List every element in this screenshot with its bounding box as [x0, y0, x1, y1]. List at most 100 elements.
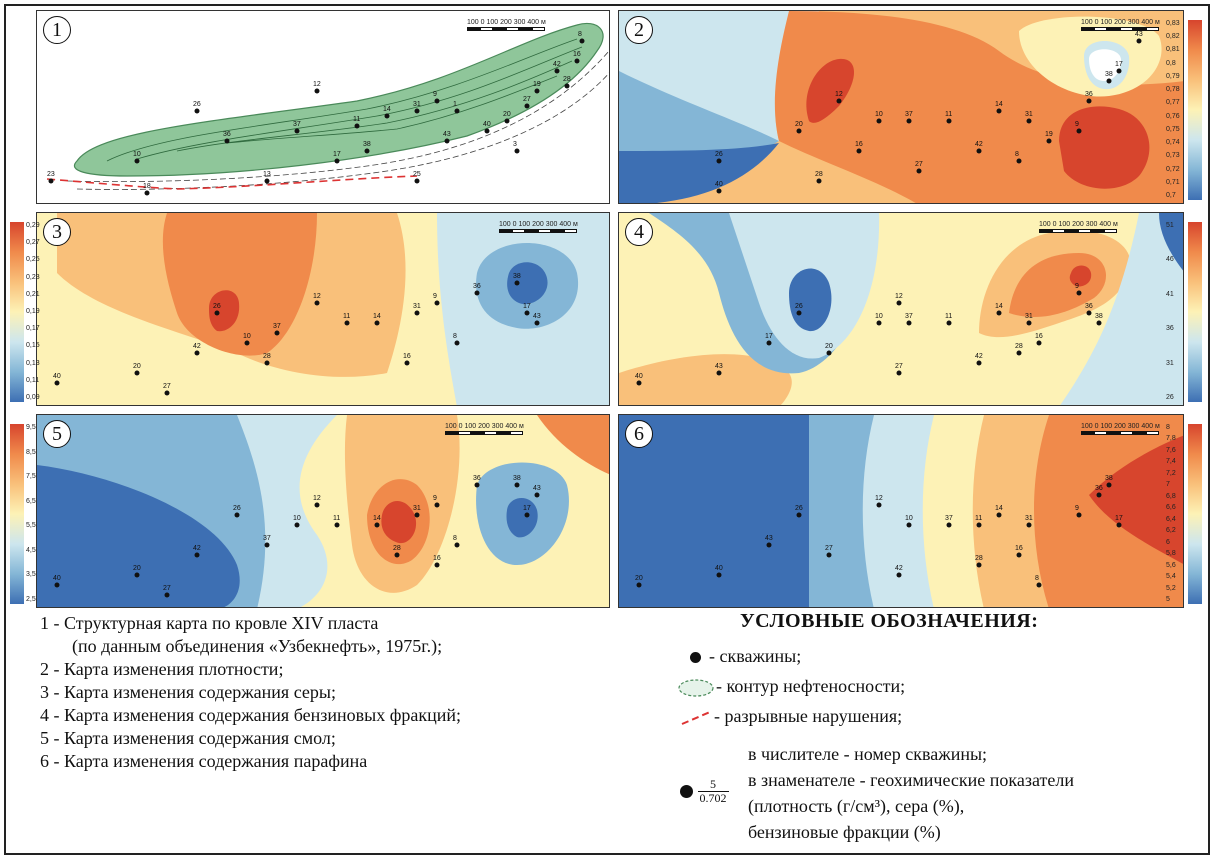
- colorbar-tick-label: 7,4: [1166, 458, 1176, 466]
- legend-wells-label: - скважины;: [709, 646, 802, 666]
- well-marker: [1046, 138, 1052, 144]
- oil-contour-icon: [678, 679, 714, 697]
- well-marker: [816, 178, 822, 184]
- colorbar-tick-label: 7,8: [1166, 435, 1176, 443]
- well-marker: [234, 512, 240, 518]
- well-marker: [564, 83, 570, 89]
- well-marker: [1016, 552, 1022, 558]
- well-label: 20: [133, 565, 141, 572]
- colorbar-tick-label: 0,27: [26, 239, 40, 247]
- well-label: 26: [193, 101, 201, 108]
- panel-number: 2: [625, 16, 653, 44]
- well-marker: [414, 178, 420, 184]
- colorbar-tick-label: 0,19: [26, 308, 40, 315]
- colorbar-tick-label: 5,8: [1166, 550, 1176, 558]
- well-marker: [394, 552, 400, 558]
- well-label: 9: [433, 495, 437, 502]
- well-marker: [826, 350, 832, 356]
- well-marker: [996, 512, 1002, 518]
- well-label: 31: [413, 303, 421, 310]
- well-marker: [876, 320, 882, 326]
- well-label: 43: [533, 313, 541, 320]
- colorbar-tick-label: 3,5: [26, 571, 36, 579]
- well-label: 37: [273, 323, 281, 330]
- well-marker: [264, 542, 270, 548]
- well-marker: [1136, 38, 1142, 44]
- well-marker: [836, 98, 842, 104]
- well-label: 27: [163, 383, 171, 390]
- well-label: 18: [143, 183, 151, 190]
- fault-line-icon: [681, 710, 711, 725]
- legend-line-2: в знаменателе - геохимические показатели: [748, 770, 1074, 790]
- well-marker: [766, 542, 772, 548]
- colorbar-tick-label: 6,2: [1166, 527, 1176, 535]
- well-label: 17: [1115, 61, 1123, 68]
- well-label: 40: [483, 121, 491, 128]
- well-marker: [524, 512, 530, 518]
- legend-wells: - скважины;: [690, 646, 801, 667]
- well-label: 16: [1035, 333, 1043, 340]
- panel-number: 1: [43, 16, 71, 44]
- scale-bar: 100 0 100 200 300 400 м: [1081, 19, 1160, 31]
- well-label: 42: [975, 141, 983, 148]
- well-label: 13: [263, 171, 271, 178]
- well-marker: [434, 300, 440, 306]
- well-marker: [314, 502, 320, 508]
- well-label: 27: [915, 161, 923, 168]
- colorbar-tick-label: 8,5: [26, 448, 36, 456]
- well-label: 31: [413, 505, 421, 512]
- colorbar-tick-label: 26: [1166, 394, 1174, 401]
- well-marker: [434, 98, 440, 104]
- well-marker: [474, 482, 480, 488]
- colorbar-tick-label: 6,8: [1166, 492, 1176, 500]
- well-marker: [314, 300, 320, 306]
- well-marker: [796, 512, 802, 518]
- well-marker: [896, 370, 902, 376]
- well-label: 20: [503, 111, 511, 118]
- well-marker: [716, 188, 722, 194]
- well-marker: [1026, 118, 1032, 124]
- scale-bar: 100 0 100 200 300 400 м: [499, 221, 578, 233]
- well-label: 9: [433, 293, 437, 300]
- well-label: 14: [373, 313, 381, 320]
- well-label: 17: [1115, 515, 1123, 522]
- colorbar-tick-label: 8: [1166, 424, 1170, 431]
- well-label: 38: [1095, 313, 1103, 320]
- well-label: 40: [53, 373, 61, 380]
- panel-number: 5: [43, 420, 71, 448]
- colorbar-tick-label: 0,25: [26, 256, 40, 264]
- colorbar-tick-label: 6,4: [1166, 515, 1176, 523]
- well-label: 3: [513, 141, 517, 148]
- well-marker: [826, 552, 832, 558]
- well-label: 10: [243, 333, 251, 340]
- well-label: 10: [293, 515, 301, 522]
- well-marker: [524, 103, 530, 109]
- well-label: 27: [163, 585, 171, 592]
- well-marker: [454, 340, 460, 346]
- colorbar-tick-label: 36: [1166, 325, 1174, 333]
- fraction-numerator: 5: [697, 778, 729, 792]
- well-marker: [134, 370, 140, 376]
- well-label: 40: [635, 373, 643, 380]
- well-marker: [264, 360, 270, 366]
- colorbar-tick-label: 6,6: [1166, 504, 1176, 512]
- well-marker: [574, 58, 580, 64]
- well-marker: [554, 68, 560, 74]
- colorbar-tick-label: 0,74: [1166, 139, 1180, 147]
- well-marker: [534, 320, 540, 326]
- well-marker: [796, 128, 802, 134]
- well-marker: [48, 178, 54, 184]
- well-label: 40: [715, 181, 723, 188]
- well-marker: [856, 148, 862, 154]
- fraction-denominator: 0.702: [699, 791, 727, 805]
- well-marker: [524, 310, 530, 316]
- well-label: 36: [223, 131, 231, 138]
- well-label: 14: [373, 515, 381, 522]
- well-label: 8: [1035, 575, 1039, 582]
- well-label: 20: [635, 575, 643, 582]
- well-label: 42: [193, 343, 201, 350]
- well-marker: [164, 390, 170, 396]
- scale-label: 100 0 100 200 300 400 м: [467, 19, 546, 26]
